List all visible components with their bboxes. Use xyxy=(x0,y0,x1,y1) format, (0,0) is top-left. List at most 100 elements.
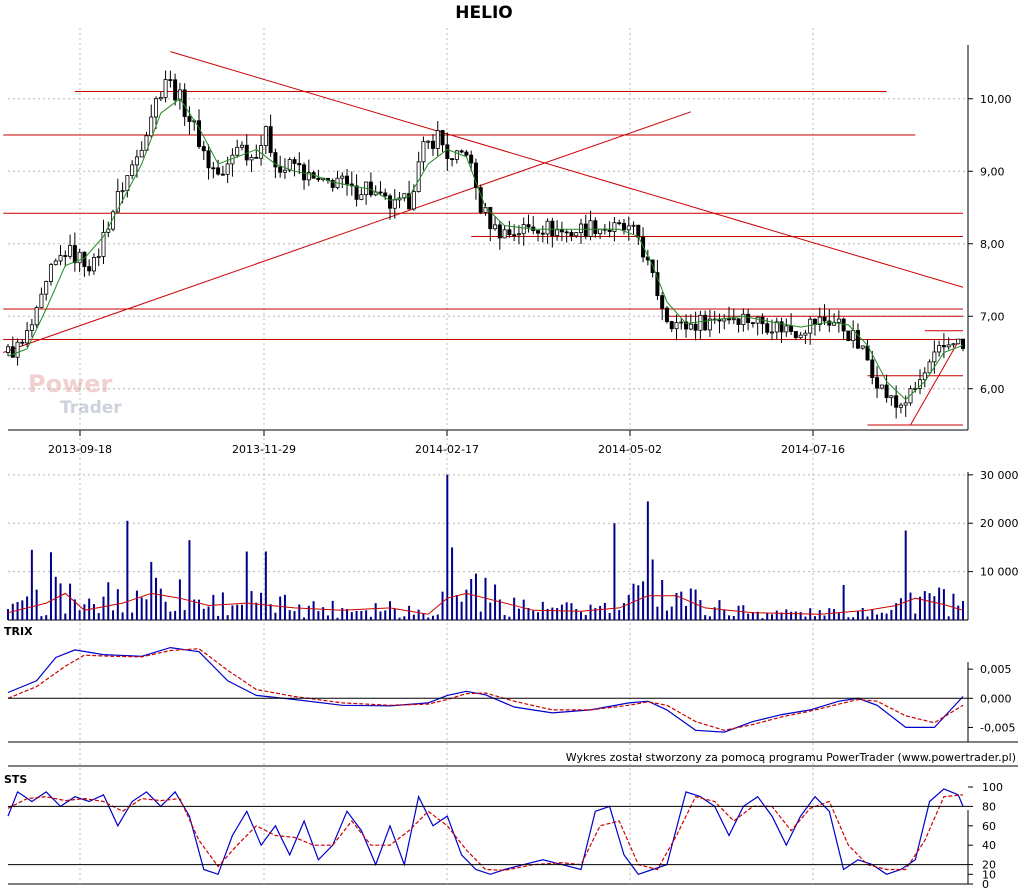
candle-body xyxy=(875,377,880,389)
candle-body xyxy=(115,191,120,213)
volume-bar xyxy=(455,595,458,620)
volume-bar xyxy=(83,604,86,620)
volume-bar xyxy=(756,611,759,620)
volume-bar xyxy=(92,604,95,620)
volume-bar xyxy=(250,591,253,620)
candle-body xyxy=(660,295,665,309)
candle-body xyxy=(454,150,459,160)
volume-bar xyxy=(627,594,630,620)
volume-tick-label: 10 000 xyxy=(980,566,1019,579)
volume-bar xyxy=(145,599,148,620)
volume-bar xyxy=(178,579,181,620)
volume-bar xyxy=(895,603,898,620)
date-tick-label: 2014-05-02 xyxy=(598,443,662,456)
volume-bar xyxy=(656,606,659,620)
volume-bar xyxy=(374,603,377,620)
volume-bar xyxy=(871,609,874,620)
volume-bar xyxy=(131,612,134,620)
volume-bar xyxy=(885,613,888,620)
candle-body xyxy=(306,172,311,181)
candle-body xyxy=(674,322,679,330)
candle-body xyxy=(421,141,426,163)
candle-body xyxy=(770,331,775,334)
candle-body xyxy=(220,173,225,176)
volume-bar xyxy=(498,599,501,620)
candle-body xyxy=(196,120,201,147)
sts-tick-label: 10 xyxy=(982,868,996,881)
volume-bar xyxy=(866,616,869,620)
volume-bar xyxy=(842,584,845,620)
candle-body xyxy=(459,150,464,153)
volume-bar xyxy=(771,614,773,620)
trix-tick-label: -0,005 xyxy=(980,721,1015,734)
volume-bar xyxy=(293,611,296,620)
volume-bar xyxy=(221,592,224,620)
candle-body xyxy=(688,323,693,330)
candle-body xyxy=(746,313,751,324)
volume-bar xyxy=(914,613,917,620)
candle-body xyxy=(908,388,913,404)
candle-body xyxy=(827,320,832,326)
candle-body xyxy=(512,234,517,237)
volume-bar xyxy=(355,610,358,620)
candle-body xyxy=(679,321,684,324)
volume-bar xyxy=(665,610,668,620)
volume-bar xyxy=(737,605,740,620)
volume-bar xyxy=(813,616,816,620)
volume-bar xyxy=(923,591,926,620)
candle-body xyxy=(488,206,493,230)
volume-bar xyxy=(880,612,883,620)
volume-bar xyxy=(45,615,48,620)
volume-bar xyxy=(264,551,267,620)
volume-bar xyxy=(489,602,492,620)
trix-line xyxy=(7,646,964,733)
candle-body xyxy=(25,330,30,344)
candle-body xyxy=(297,163,302,166)
candle-body xyxy=(177,89,182,101)
candle-body xyxy=(10,346,15,358)
volume-bar xyxy=(952,593,955,620)
volume-bar xyxy=(341,608,344,620)
volume-bar xyxy=(226,615,229,620)
candle-body xyxy=(407,193,412,210)
candle-body xyxy=(755,316,760,324)
volume-bar xyxy=(761,618,764,620)
volume-bar xyxy=(126,520,129,620)
volume-bar xyxy=(107,582,110,620)
candle-body xyxy=(101,231,106,257)
price-tick-label: 7,00 xyxy=(980,310,1005,323)
price-tick-label: 6,00 xyxy=(980,383,1005,396)
candle-body xyxy=(450,158,455,160)
volume-bar xyxy=(818,610,821,620)
candle-body xyxy=(502,229,507,239)
trix-lines xyxy=(7,646,964,733)
candle-body xyxy=(521,224,526,235)
volume-bar xyxy=(331,600,334,620)
candle-body xyxy=(779,321,784,333)
price-axis-labels: 6,00 7,00 8,00 9,00 10,00 xyxy=(968,93,1012,396)
sts-signal-line xyxy=(7,794,964,872)
volume-bar xyxy=(412,614,415,620)
volume-bar xyxy=(365,610,368,620)
volume-bar xyxy=(508,616,511,620)
volume-bar xyxy=(919,596,922,620)
trix-axis-labels: 0,005 0,000 -0,005 xyxy=(8,663,1015,734)
volume-bar xyxy=(240,604,243,620)
candle-body xyxy=(884,384,889,399)
volume-bar xyxy=(236,604,239,620)
volume-bar xyxy=(928,593,931,620)
volume-bar xyxy=(360,610,363,620)
candle-body xyxy=(139,149,144,158)
candle-body xyxy=(707,318,712,331)
candle-body xyxy=(836,318,841,323)
candle-body xyxy=(134,156,139,166)
candle-body xyxy=(703,314,708,331)
volume-bar xyxy=(298,604,301,620)
candle-body xyxy=(684,321,689,330)
sts-tick-label: 0 xyxy=(982,878,989,891)
candle-body xyxy=(607,229,612,232)
volume-bar xyxy=(121,612,124,620)
volume-bar xyxy=(164,601,167,620)
trendline xyxy=(910,341,959,426)
volume-bar xyxy=(751,612,754,620)
